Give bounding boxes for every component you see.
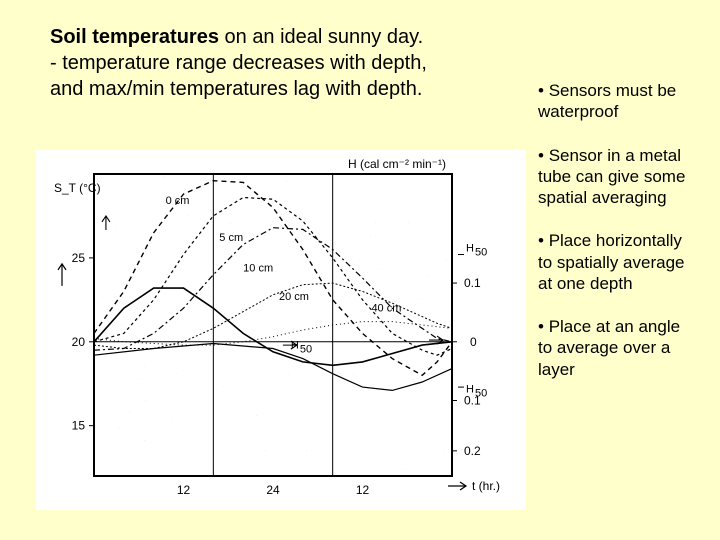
svg-text:12: 12 — [356, 483, 370, 497]
svg-text:15: 15 — [72, 419, 86, 433]
svg-text:H: H — [466, 383, 474, 395]
bullet-text: Place horizontally to spatially average … — [538, 231, 684, 293]
svg-text:40 cm: 40 cm — [371, 303, 401, 315]
svg-text:10 cm: 10 cm — [243, 262, 273, 274]
svg-text:0.1: 0.1 — [464, 276, 481, 290]
headline-bold: Soil temperatures — [50, 26, 219, 48]
headline-block: Soil temperatures on an ideal sunny day.… — [50, 24, 510, 102]
bullet-item: • Place at an angle to average over a la… — [538, 316, 698, 380]
svg-text:12: 12 — [177, 483, 191, 497]
svg-text:t (hr.): t (hr.) — [472, 479, 500, 493]
svg-text:50: 50 — [300, 343, 312, 355]
bullet-list: • Sensors must be waterproof • Sensor in… — [538, 80, 698, 402]
svg-text:50: 50 — [475, 247, 487, 259]
svg-text:24: 24 — [266, 483, 280, 497]
soil-temp-chart: 15 20 25 S_T (°C) 12 24 12 t (hr.) H (cal cm⁻² m… — [36, 150, 526, 510]
svg-text:0.2: 0.2 — [464, 444, 481, 458]
chart-container: 15 20 25 S_T (°C) 12 24 12 t (hr.) H (cal cm⁻² m… — [36, 150, 526, 510]
svg-text:5 cm: 5 cm — [219, 232, 243, 244]
slide-root: Soil temperatures on an ideal sunny day.… — [0, 0, 720, 540]
svg-text:50: 50 — [475, 387, 487, 399]
svg-text:25: 25 — [72, 251, 86, 265]
bullet-item: • Place horizontally to spatially averag… — [538, 230, 698, 294]
bullet-text: Sensors must be waterproof — [538, 81, 676, 121]
bullet-text: Place at an angle to average over a laye… — [538, 317, 680, 379]
svg-text:0 cm: 0 cm — [166, 195, 190, 207]
svg-text:H (cal cm⁻² min⁻¹): H (cal cm⁻² min⁻¹) — [348, 157, 446, 171]
svg-text:H: H — [466, 243, 474, 255]
headline-line2: - temperature range decreases with depth… — [50, 52, 427, 74]
svg-text:20 cm: 20 cm — [279, 291, 309, 303]
headline-line3: and max/min temperatures lag with depth. — [50, 78, 422, 100]
headline-rest1: on an ideal sunny day. — [219, 26, 423, 48]
svg-text:S_T (°C): S_T (°C) — [54, 181, 101, 195]
svg-text:0: 0 — [470, 335, 477, 349]
svg-text:20: 20 — [72, 335, 86, 349]
bullet-item: • Sensors must be waterproof — [538, 80, 698, 123]
bullet-text: Sensor in a metal tube can give some spa… — [538, 146, 685, 208]
bullet-item: • Sensor in a metal tube can give some s… — [538, 145, 698, 209]
